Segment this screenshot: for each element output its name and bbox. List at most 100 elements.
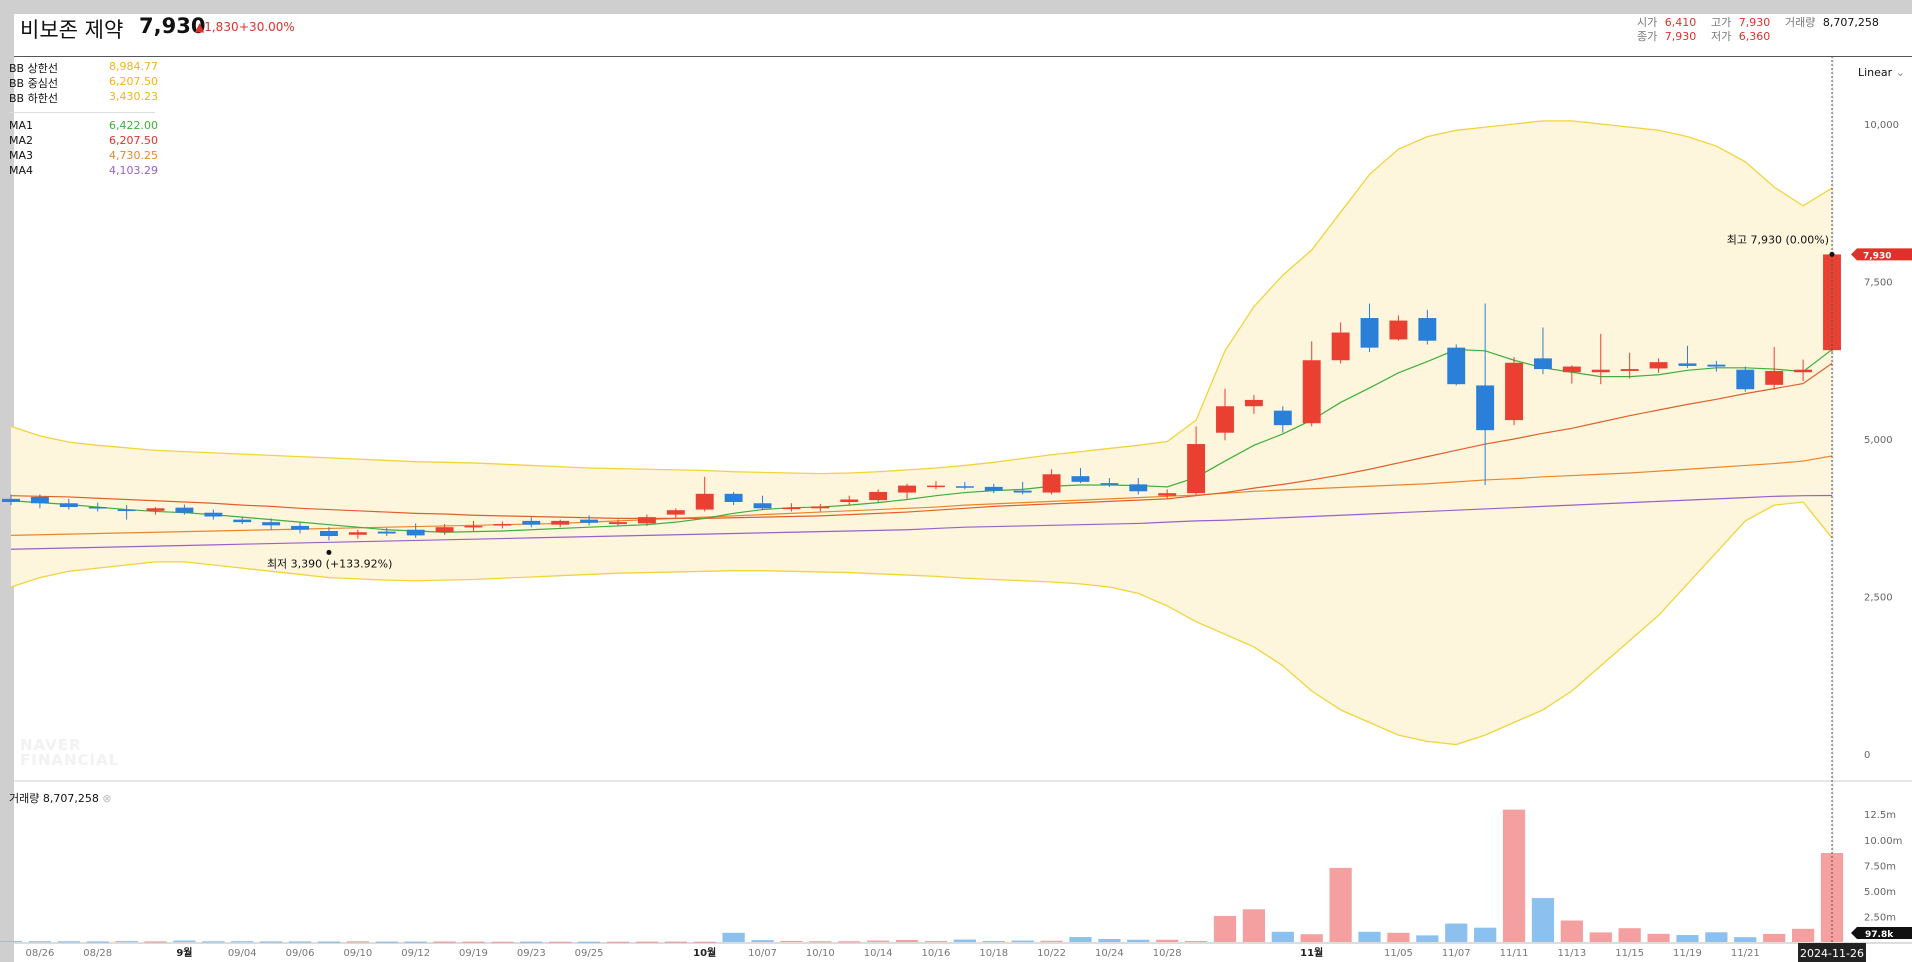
legend-divider <box>9 112 155 113</box>
volume-tick-label: 2.50m <box>1864 912 1896 923</box>
volume-bar <box>57 941 80 943</box>
x-tick-label: 11/11 <box>1500 948 1529 959</box>
candle-body <box>1100 483 1119 485</box>
candle-body <box>319 530 338 537</box>
y-tick-label: 5,000 <box>1864 435 1893 446</box>
legend-bb-middle-value: 6,207.50 <box>109 75 158 88</box>
volume-bar <box>1734 937 1757 942</box>
volume-bar <box>115 941 138 943</box>
candle-body <box>1823 254 1841 351</box>
x-tick-label: 09/25 <box>575 948 604 959</box>
current-price: 7,930 <box>139 14 206 38</box>
x-tick-label: 10/22 <box>1037 948 1066 959</box>
open-value: 6,410 <box>1664 16 1697 29</box>
volume-bar <box>260 941 283 943</box>
ma1-line <box>10 348 1833 533</box>
volume-bar <box>1589 932 1612 942</box>
volume-bar <box>231 941 254 943</box>
volume-bar <box>317 941 341 943</box>
candle-body <box>898 485 917 493</box>
legend-ma4-value: 4,103.29 <box>109 164 158 177</box>
candle-body <box>262 522 281 526</box>
volume-bar <box>1531 898 1555 942</box>
volume-bar <box>1127 939 1150 942</box>
candle-body <box>1562 366 1581 373</box>
volume-bar <box>1040 940 1063 942</box>
ma2-line <box>10 362 1833 519</box>
volume-bar <box>1387 932 1410 942</box>
volume-tick-label: 5.00m <box>1864 887 1896 898</box>
volume-tick-label: 7.50m <box>1864 861 1896 872</box>
open-label: 시가 <box>1637 16 1658 29</box>
scale-toggle-label: Linear <box>1858 66 1893 79</box>
candle-body <box>666 510 685 515</box>
candle-body <box>1244 399 1263 407</box>
volume-bar <box>1069 937 1092 942</box>
volume-bar <box>838 941 861 943</box>
high-value: 7,930 <box>1738 16 1771 29</box>
candle-body <box>88 507 107 509</box>
candle-body <box>1591 369 1610 373</box>
price-change: ▲1,830 <box>195 20 239 34</box>
legend-bb-upper-value: 8,984.77 <box>109 60 158 73</box>
x-tick-label: 11/13 <box>1557 948 1586 959</box>
legend-ma2-label: MA2 <box>9 134 34 147</box>
x-tick-label: 10/28 <box>1153 948 1182 959</box>
last-volume-tag-bg <box>1851 927 1912 939</box>
volume-bar <box>1705 932 1728 942</box>
volume-bar <box>1502 809 1526 942</box>
volume-bar <box>0 940 23 942</box>
candle-body <box>724 493 743 502</box>
scale-toggle-button[interactable]: Linear ⌄ <box>1858 66 1905 79</box>
volume-bar <box>751 940 774 942</box>
date-cursor-label: 2024-11-26 <box>1800 947 1864 960</box>
volume-bar <box>433 941 456 943</box>
x-tick-label: 10/07 <box>748 948 777 959</box>
volume-bar <box>86 941 109 943</box>
close-label: 종가 <box>1637 30 1658 43</box>
price-change-value: 1,830 <box>204 20 239 34</box>
candle-body <box>1649 362 1668 369</box>
volume-bar <box>780 940 803 942</box>
candle-body <box>580 519 599 523</box>
volume-bar <box>809 941 832 943</box>
volume-bar <box>1271 931 1294 942</box>
volume-tick-label: 12.5m <box>1864 810 1896 821</box>
volume-bar <box>924 940 948 942</box>
candle-body <box>406 529 425 536</box>
legend-ma3-label: MA3 <box>9 149 34 162</box>
candle-body <box>1533 358 1552 370</box>
high-label: 고가 <box>1711 16 1732 29</box>
volume-bar <box>462 941 485 943</box>
legend-ma4-label: MA4 <box>9 164 34 177</box>
candle-body <box>955 486 974 488</box>
x-tick-label: 11/21 <box>1731 948 1760 959</box>
volume-bar <box>404 941 427 943</box>
volume-bar <box>1763 933 1786 942</box>
candle-body <box>522 520 541 525</box>
candle-body <box>782 507 801 510</box>
close-icon[interactable]: ⊗ <box>102 792 112 805</box>
last-price-tag-bg <box>1851 248 1912 261</box>
candle-body <box>59 503 78 508</box>
candle-body <box>637 517 656 524</box>
last-volume-tag: 97.8k <box>1865 930 1894 940</box>
volume-bar <box>288 941 312 943</box>
x-tick-label: 10/24 <box>1095 948 1124 959</box>
x-tick-label: 11/07 <box>1442 948 1471 959</box>
volume-bar <box>1184 940 1208 942</box>
volume-bar <box>1329 867 1352 942</box>
volume-bar <box>953 939 976 942</box>
x-tick-label: 10/16 <box>922 948 951 959</box>
high-marker <box>1829 251 1835 257</box>
volume-bar <box>1791 928 1815 942</box>
x-tick-label: 08/26 <box>25 948 54 959</box>
legend-ma1-label: MA1 <box>9 119 34 132</box>
x-tick-label: 11/15 <box>1615 948 1644 959</box>
candle-body <box>204 512 223 517</box>
candle-body <box>1042 474 1061 493</box>
candle-body <box>1158 493 1177 496</box>
candle-body <box>2 498 20 502</box>
volume-bar <box>693 941 716 943</box>
